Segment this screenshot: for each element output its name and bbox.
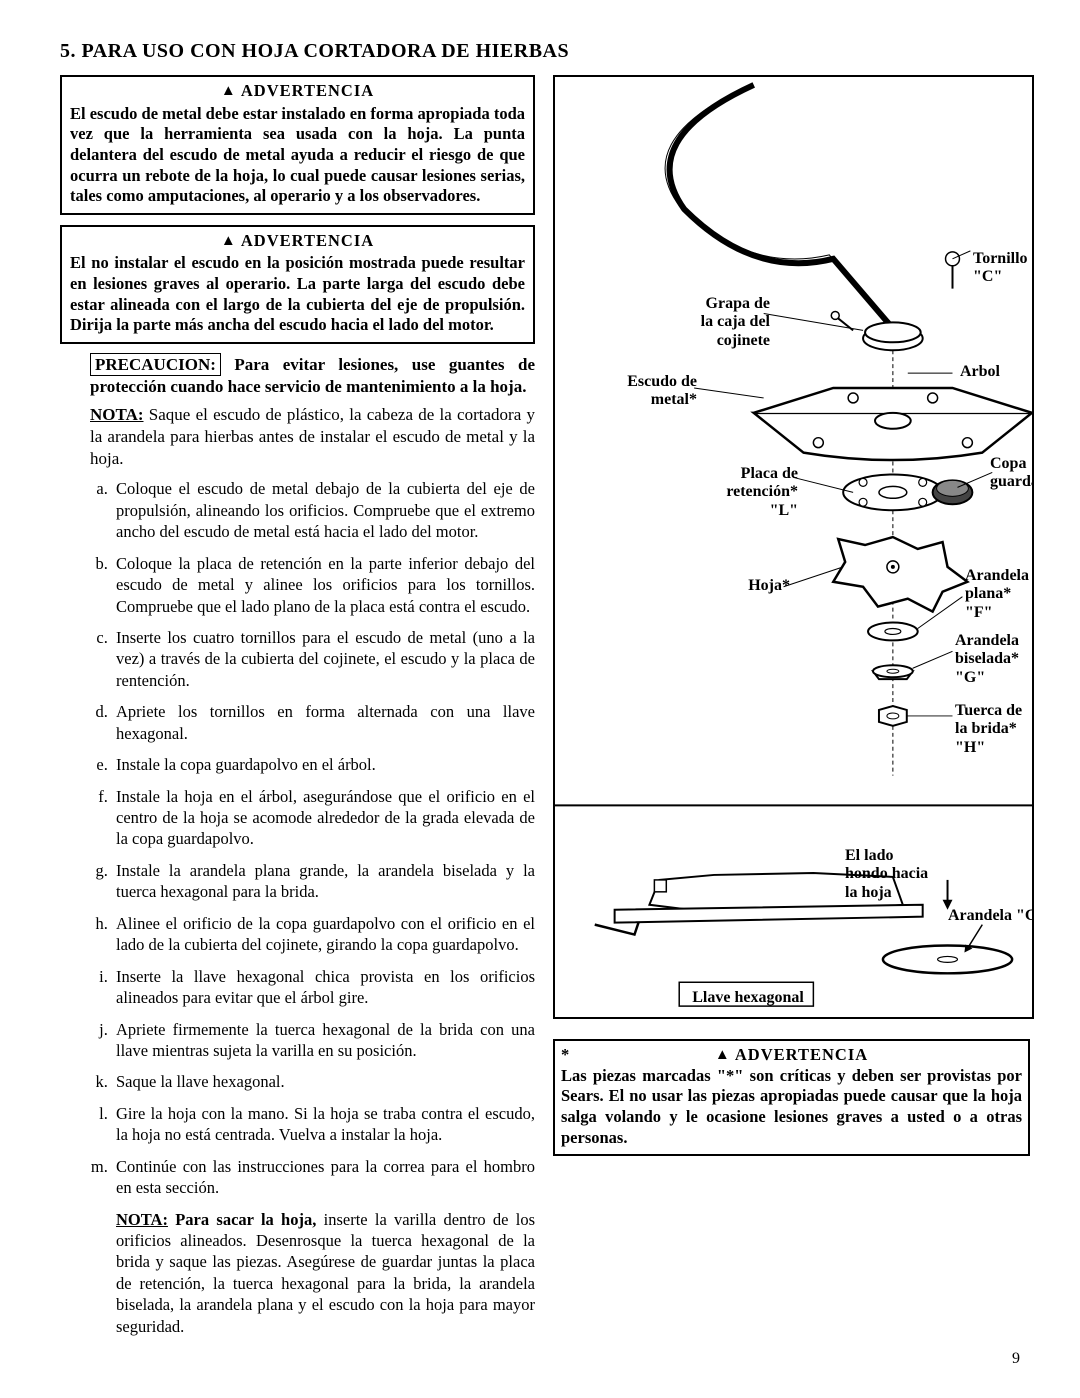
warning-triangle-icon: ▲ bbox=[221, 232, 237, 251]
label-placa: Placa deretención*"L" bbox=[713, 465, 798, 520]
note-1: NOTA: Saque el escudo de plástico, la ca… bbox=[90, 404, 535, 470]
step-k: Saque la llave hexagonal. bbox=[112, 1071, 535, 1092]
label-arandela-g: Arandela "G" bbox=[948, 907, 1034, 925]
page-number: 9 bbox=[1012, 1350, 1020, 1368]
label-arbol: Arbol bbox=[960, 363, 1000, 381]
precaution-label: PRECAUCION: bbox=[90, 353, 221, 376]
step-b: Coloque la placa de retención en la part… bbox=[112, 553, 535, 617]
note-label: NOTA: bbox=[90, 405, 144, 424]
label-grapa: Grapa dela caja delcojinete bbox=[670, 295, 770, 350]
warning-3-heading: ▲ ADVERTENCIA bbox=[561, 1045, 1022, 1066]
warning-1-title: ADVERTENCIA bbox=[241, 81, 374, 100]
label-llave: Llave hexagonal bbox=[687, 989, 809, 1007]
warning-box-3: * ▲ ADVERTENCIA Las piezas marcadas "*" … bbox=[553, 1039, 1030, 1156]
warning-1-heading: ▲ ADVERTENCIA bbox=[70, 81, 525, 102]
exploded-diagram: Tornillo"C" Grapa dela caja delcojinete … bbox=[553, 75, 1034, 1019]
step-d: Apriete los tornillos en forma alternada… bbox=[112, 701, 535, 744]
note-2-label: NOTA: bbox=[116, 1210, 168, 1229]
step-e: Instale la copa guardapolvo en el árbol. bbox=[112, 754, 535, 775]
step-l: Gire la hoja con la mano. Si la hoja se … bbox=[112, 1103, 535, 1146]
label-tornillo-c: Tornillo"C" bbox=[973, 250, 1028, 287]
diagram-svg bbox=[555, 77, 1032, 1017]
warning-box-1: ▲ ADVERTENCIA El escudo de metal debe es… bbox=[60, 75, 535, 215]
warning-2-heading: ▲ ADVERTENCIA bbox=[70, 231, 525, 252]
step-m-text: Continúe con las instrucciones para la c… bbox=[116, 1157, 535, 1197]
warning-box-2: ▲ ADVERTENCIA El no instalar el escudo e… bbox=[60, 225, 535, 344]
label-hoja: Hoja* bbox=[745, 577, 790, 595]
note-text: Saque el escudo de plástico, la cabeza d… bbox=[90, 405, 535, 468]
note-2-bold: Para sacar la hoja, bbox=[168, 1210, 316, 1229]
section-title: 5. PARA USO CON HOJA CORTADORA DE HIERBA… bbox=[60, 40, 1030, 63]
label-tuerca: Tuerca dela brida*"H" bbox=[955, 702, 1022, 757]
warning-3-body: Las piezas marcadas "*" son críticas y d… bbox=[561, 1066, 1022, 1149]
label-arandela-biselada: Arandelabiselada*"G" bbox=[955, 632, 1019, 687]
label-lado-hondo: El ladohondo haciala hoja bbox=[845, 847, 928, 902]
warn3-star: * bbox=[561, 1045, 569, 1066]
warning-triangle-icon: ▲ bbox=[715, 1046, 731, 1065]
warning-triangle-icon: ▲ bbox=[221, 82, 237, 101]
step-i: Inserte la llave hexagonal chica provist… bbox=[112, 966, 535, 1009]
warning-2-title: ADVERTENCIA bbox=[241, 231, 374, 250]
warning-3-title: ADVERTENCIA bbox=[735, 1045, 868, 1064]
step-g: Instale la arandela plana grande, la ara… bbox=[112, 860, 535, 903]
step-j: Apriete firmemente la tuerca hexagonal d… bbox=[112, 1019, 535, 1062]
label-arandela-plana: Arandelaplana*"F" bbox=[965, 567, 1029, 622]
warning-2-body: El no instalar el escudo en la posición … bbox=[70, 253, 525, 336]
label-copa: Copaguardapolvo bbox=[990, 455, 1034, 492]
step-a: Coloque el escudo de metal debajo de la … bbox=[112, 478, 535, 542]
steps-list: Coloque el escudo de metal debajo de la … bbox=[90, 478, 535, 1337]
note-2: NOTA: Para sacar la hoja, inserte la var… bbox=[116, 1209, 535, 1338]
step-f: Instale la hoja en el árbol, asegurándos… bbox=[112, 786, 535, 850]
step-m: Continúe con las instrucciones para la c… bbox=[112, 1156, 535, 1338]
warning-1-body: El escudo de metal debe estar instalado … bbox=[70, 104, 525, 207]
step-c: Inserte los cuatro tornillos para el esc… bbox=[112, 627, 535, 691]
step-h: Alinee el orificio de la copa guardapolv… bbox=[112, 913, 535, 956]
label-escudo: Escudo demetal* bbox=[607, 373, 697, 410]
precaution-line: PRECAUCION: Para evitar lesiones, use gu… bbox=[90, 354, 535, 398]
